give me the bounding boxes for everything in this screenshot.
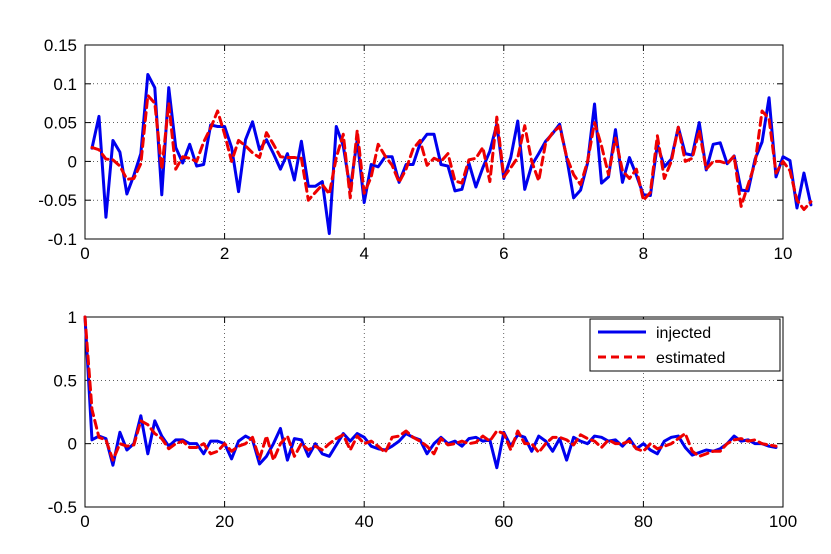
y-tick-label: 0.1 (53, 75, 77, 94)
y-tick-label: 0 (68, 435, 77, 454)
top-subplot: 0 2 4 6 8 10 -0.1 -0.05 0 0.05 0.1 0.15 (38, 36, 813, 263)
x-tick-label: 20 (215, 512, 234, 531)
legend-box (589, 318, 781, 372)
top-axes-box (84, 44, 784, 240)
legend-label-injected: injected (656, 325, 711, 342)
top-series (90, 72, 813, 236)
x-tick-label: 100 (769, 512, 797, 531)
x-tick-label: 8 (639, 244, 648, 263)
x-tick-label: 0 (80, 244, 89, 263)
x-tick-label: 80 (634, 512, 653, 531)
top-tick-labels: 0 2 4 6 8 10 -0.1 -0.05 0 0.05 0.1 0.15 (38, 36, 792, 263)
y-tick-label: 0.15 (44, 36, 77, 55)
y-tick-label: -0.1 (48, 230, 77, 249)
y-tick-label: 1 (68, 308, 77, 327)
y-tick-label: -0.5 (48, 498, 77, 517)
y-tick-label: -0.05 (38, 191, 77, 210)
legend-label-estimated: estimated (656, 350, 725, 367)
x-tick-label: 6 (499, 244, 508, 263)
bottom-series (83, 315, 778, 470)
x-tick-label: 4 (359, 244, 368, 263)
y-tick-label: 0.05 (44, 114, 77, 133)
x-tick-label: 60 (494, 512, 513, 531)
legend: injected estimated (589, 318, 781, 372)
y-tick-label: 0 (68, 152, 77, 171)
top-grid (85, 45, 783, 239)
x-tick-label: 40 (355, 512, 374, 531)
series-line-series-1 (90, 93, 813, 212)
y-tick-label: 0.5 (53, 371, 77, 390)
bottom-tick-labels: 0 20 40 60 80 100-0.500.51 (48, 308, 797, 531)
x-tick-label: 10 (774, 244, 793, 263)
x-tick-label: 0 (80, 512, 89, 531)
series-line-estimated (83, 315, 778, 462)
x-tick-label: 2 (220, 244, 229, 263)
